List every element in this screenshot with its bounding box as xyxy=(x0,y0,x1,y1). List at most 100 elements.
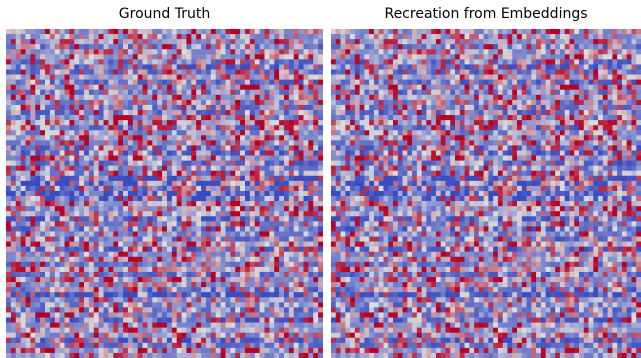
heatmap-cell xyxy=(118,226,124,232)
heatmap-cell xyxy=(103,206,109,212)
heatmap-cell xyxy=(64,34,70,40)
heatmap-cell xyxy=(35,39,41,45)
heatmap-cell xyxy=(431,64,437,70)
heatmap-cell xyxy=(240,49,246,55)
heatmap-cell xyxy=(103,342,109,349)
heatmap-cell xyxy=(181,352,187,358)
heatmap-cell xyxy=(93,307,100,313)
heatmap-cell xyxy=(113,342,119,349)
heatmap-cell xyxy=(249,120,256,126)
heatmap-cell xyxy=(201,332,207,339)
heatmap-cell xyxy=(235,64,241,70)
heatmap-cell xyxy=(497,39,504,45)
heatmap-cell xyxy=(30,145,36,151)
heatmap-cell xyxy=(201,94,207,101)
heatmap-cell xyxy=(147,206,153,212)
heatmap-cell xyxy=(269,236,275,242)
heatmap-cell xyxy=(20,165,26,172)
heatmap-cell xyxy=(288,54,295,60)
heatmap-cell xyxy=(210,332,217,339)
heatmap-cell xyxy=(6,54,12,60)
heatmap-cell xyxy=(127,241,134,248)
heatmap-cell xyxy=(132,29,139,35)
heatmap-cell xyxy=(426,39,432,45)
heatmap-cell xyxy=(142,226,148,232)
heatmap-cell xyxy=(191,337,197,344)
heatmap-cell xyxy=(162,216,168,222)
heatmap-cell xyxy=(244,322,251,329)
heatmap-cell xyxy=(313,180,319,187)
heatmap-cell xyxy=(201,170,207,177)
heatmap-cell xyxy=(49,49,56,55)
heatmap-cell xyxy=(103,84,109,91)
heatmap-cell xyxy=(313,185,319,192)
heatmap-cell xyxy=(127,312,134,318)
heatmap-cell xyxy=(132,277,139,283)
heatmap-cell xyxy=(127,342,134,349)
heatmap-cell xyxy=(137,89,143,96)
heatmap-cell xyxy=(147,211,153,217)
heatmap-cell xyxy=(521,44,527,50)
heatmap-cell xyxy=(550,84,556,91)
heatmap-cell xyxy=(127,307,134,313)
heatmap-cell xyxy=(137,170,143,177)
heatmap-cell xyxy=(318,256,323,263)
heatmap-cell xyxy=(15,287,22,293)
heatmap-cell xyxy=(412,59,418,65)
heatmap-cell xyxy=(512,34,518,40)
heatmap-cell xyxy=(235,261,241,268)
heatmap-cell xyxy=(181,211,187,217)
heatmap-cell xyxy=(210,297,217,303)
heatmap-cell xyxy=(166,165,173,172)
heatmap-cell xyxy=(98,282,104,288)
heatmap-cell xyxy=(254,175,260,182)
heatmap-cell xyxy=(186,120,192,126)
heatmap-cell xyxy=(303,79,309,86)
heatmap-cell xyxy=(244,327,251,334)
heatmap-cell xyxy=(431,34,437,40)
heatmap-cell xyxy=(283,342,290,349)
heatmap-cell xyxy=(564,29,570,35)
heatmap-cell xyxy=(10,297,17,303)
heatmap-cell xyxy=(69,327,75,334)
heatmap-cell xyxy=(54,317,61,323)
heatmap-cell xyxy=(79,332,85,339)
heatmap-cell xyxy=(93,84,100,91)
heatmap-cell xyxy=(137,140,143,146)
heatmap-cell xyxy=(254,342,260,349)
heatmap-cell xyxy=(15,79,22,86)
heatmap-cell xyxy=(288,211,295,217)
heatmap-cell xyxy=(157,322,163,329)
heatmap-cell xyxy=(531,64,537,70)
heatmap-cell xyxy=(54,201,61,207)
heatmap-cell xyxy=(79,231,85,237)
heatmap-cell xyxy=(25,170,31,177)
heatmap-cell xyxy=(186,180,192,187)
heatmap-cell xyxy=(225,140,231,146)
heatmap-cell xyxy=(6,190,12,197)
heatmap-cell xyxy=(142,251,148,258)
heatmap-cell xyxy=(40,332,46,339)
heatmap-cell xyxy=(152,74,158,81)
heatmap-cell xyxy=(49,347,56,354)
heatmap-cell xyxy=(254,74,260,81)
heatmap-cell xyxy=(249,190,256,197)
heatmap-cell xyxy=(569,69,575,75)
heatmap-cell xyxy=(30,201,36,207)
heatmap-cell xyxy=(259,185,265,192)
heatmap-cell xyxy=(132,271,139,278)
heatmap-cell xyxy=(157,190,163,197)
heatmap-cell xyxy=(123,206,129,212)
heatmap-cell xyxy=(59,84,65,91)
heatmap-cell xyxy=(191,185,197,192)
heatmap-cell xyxy=(166,115,173,121)
heatmap-cell xyxy=(64,180,70,187)
heatmap-cell xyxy=(35,49,41,55)
heatmap-cell xyxy=(288,165,295,172)
heatmap-cell xyxy=(137,196,143,202)
heatmap-cell xyxy=(118,64,124,70)
heatmap-cell xyxy=(254,317,260,323)
heatmap-cell xyxy=(30,115,36,121)
heatmap-cell xyxy=(118,150,124,156)
heatmap-cell xyxy=(308,160,314,167)
